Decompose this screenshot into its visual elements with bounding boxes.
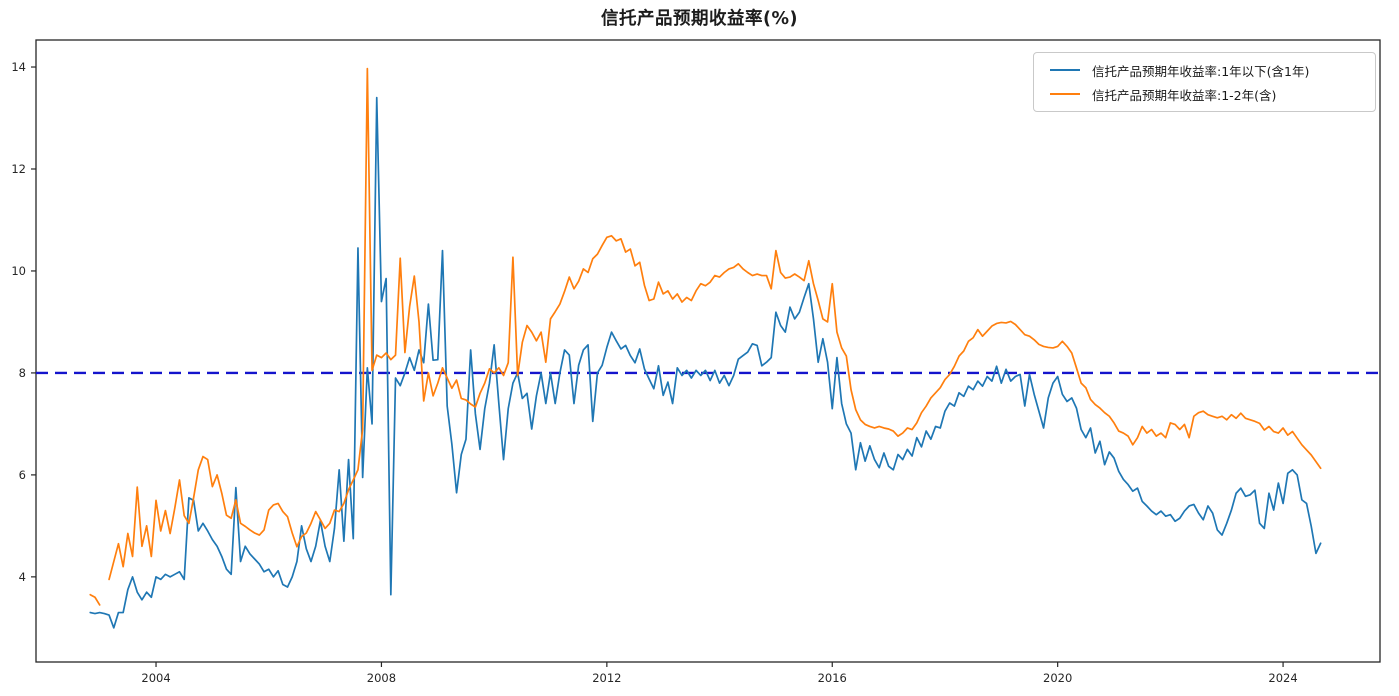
legend-label-1to2y: 信托产品预期年收益率:1-2年(含) xyxy=(1092,87,1277,103)
legend-line-sample-blue xyxy=(1050,69,1080,71)
x-tick-label: 2012 xyxy=(592,671,621,685)
y-tick-label: 12 xyxy=(11,162,26,176)
series-line-0 xyxy=(89,96,1322,629)
legend-box: 信托产品预期年收益率:1年以下(含1年) 信托产品预期年收益率:1-2年(含) xyxy=(1033,52,1376,112)
x-tick-label: 2016 xyxy=(818,671,847,685)
x-tick-label: 2020 xyxy=(1043,671,1072,685)
y-tick-label: 4 xyxy=(19,570,26,584)
series-line-1 xyxy=(89,67,1322,606)
x-tick-label: 2024 xyxy=(1268,671,1297,685)
y-tick-label: 14 xyxy=(11,60,26,74)
legend-item-1to2y: 信托产品预期年收益率:1-2年(含) xyxy=(1044,82,1367,106)
plot-frame xyxy=(35,39,1381,663)
x-tick-label: 2008 xyxy=(367,671,396,685)
legend-line-sample-orange xyxy=(1050,93,1080,95)
legend-label-under1y: 信托产品预期年收益率:1年以下(含1年) xyxy=(1092,63,1310,79)
y-tick-label: 8 xyxy=(19,366,26,380)
x-tick-label: 2004 xyxy=(141,671,170,685)
chart-title: 信托产品预期收益率(%) xyxy=(600,9,799,29)
y-tick-label: 10 xyxy=(11,264,26,278)
y-tick-label: 6 xyxy=(19,468,26,482)
legend-item-under1y: 信托产品预期年收益率:1年以下(含1年) xyxy=(1044,58,1367,82)
